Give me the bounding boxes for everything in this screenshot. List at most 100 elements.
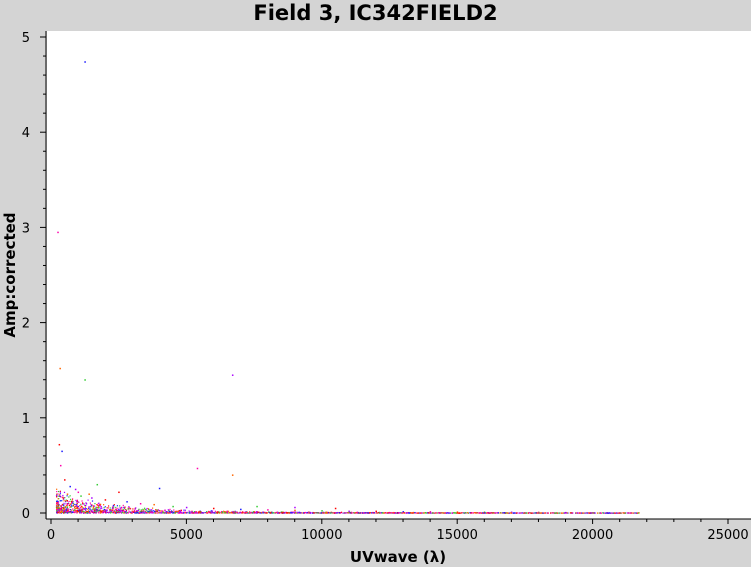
data-point bbox=[561, 512, 563, 514]
data-point bbox=[69, 495, 71, 497]
data-point bbox=[533, 512, 535, 514]
data-point bbox=[567, 512, 569, 514]
data-point bbox=[162, 511, 164, 513]
data-point bbox=[76, 502, 78, 504]
data-point bbox=[214, 510, 216, 512]
data-point bbox=[70, 510, 72, 513]
data-point bbox=[221, 511, 224, 514]
data-point bbox=[96, 483, 99, 486]
data-point bbox=[233, 512, 235, 514]
data-point bbox=[313, 512, 315, 514]
data-point bbox=[224, 512, 226, 514]
data-point bbox=[320, 512, 322, 514]
data-point bbox=[85, 502, 87, 504]
data-point bbox=[144, 512, 146, 514]
data-point bbox=[67, 508, 69, 510]
data-point bbox=[68, 504, 70, 507]
data-point bbox=[309, 512, 311, 514]
data-point bbox=[159, 511, 161, 514]
data-point bbox=[176, 510, 178, 512]
data-point bbox=[71, 511, 74, 514]
data-point bbox=[76, 500, 78, 502]
data-point bbox=[540, 512, 543, 514]
data-point bbox=[117, 507, 119, 509]
data-point bbox=[156, 512, 159, 514]
data-point bbox=[546, 512, 548, 514]
data-point bbox=[69, 503, 71, 505]
data-point bbox=[112, 507, 114, 509]
data-point bbox=[155, 510, 157, 512]
data-point bbox=[103, 504, 105, 506]
data-point bbox=[76, 511, 78, 513]
data-point bbox=[59, 495, 61, 498]
data-point bbox=[85, 502, 88, 505]
data-point bbox=[78, 511, 80, 513]
data-point bbox=[552, 512, 554, 514]
data-point bbox=[396, 512, 398, 514]
data-point bbox=[71, 502, 73, 504]
data-point bbox=[155, 509, 157, 511]
data-point bbox=[92, 511, 94, 514]
data-point bbox=[72, 504, 74, 506]
data-point bbox=[131, 512, 133, 514]
data-point bbox=[472, 512, 474, 514]
points-layer bbox=[55, 61, 640, 514]
data-point bbox=[114, 512, 116, 514]
data-point bbox=[73, 509, 75, 512]
data-point bbox=[193, 512, 195, 514]
data-point bbox=[300, 512, 302, 514]
data-point bbox=[120, 512, 123, 514]
data-point bbox=[120, 509, 123, 512]
data-point bbox=[118, 491, 120, 494]
data-point bbox=[226, 512, 228, 514]
data-point bbox=[96, 510, 98, 512]
data-point bbox=[542, 512, 544, 514]
data-point bbox=[86, 511, 89, 513]
data-point bbox=[65, 505, 68, 507]
data-point bbox=[89, 508, 91, 510]
data-point bbox=[209, 511, 211, 513]
data-point bbox=[134, 508, 137, 510]
data-point bbox=[616, 512, 618, 514]
data-point bbox=[124, 508, 126, 511]
data-point bbox=[232, 512, 234, 514]
data-point bbox=[84, 379, 86, 381]
y-tick-label: 5 bbox=[22, 31, 30, 46]
data-point bbox=[122, 508, 124, 510]
data-point bbox=[565, 512, 568, 514]
data-point bbox=[188, 510, 190, 512]
data-point bbox=[83, 508, 85, 510]
data-point bbox=[77, 505, 79, 508]
data-point bbox=[624, 512, 627, 514]
data-point bbox=[231, 511, 233, 513]
data-point bbox=[614, 512, 616, 514]
data-point bbox=[62, 496, 64, 498]
data-point bbox=[151, 509, 153, 511]
data-point bbox=[65, 508, 67, 510]
data-point bbox=[57, 502, 59, 504]
data-point bbox=[592, 512, 594, 514]
data-point bbox=[76, 506, 79, 508]
data-point bbox=[125, 510, 127, 512]
data-point bbox=[59, 511, 61, 513]
data-point bbox=[353, 512, 355, 514]
data-point bbox=[106, 511, 108, 514]
data-point bbox=[119, 511, 121, 513]
data-point bbox=[579, 512, 581, 514]
data-point bbox=[172, 512, 174, 514]
data-point bbox=[100, 511, 102, 514]
data-point bbox=[180, 509, 182, 512]
data-point bbox=[81, 500, 83, 502]
data-point bbox=[128, 506, 130, 508]
data-point bbox=[92, 506, 94, 508]
data-point bbox=[435, 512, 437, 514]
data-point bbox=[635, 512, 637, 514]
data-point bbox=[338, 512, 341, 514]
data-point bbox=[628, 512, 630, 514]
data-point bbox=[585, 512, 587, 514]
data-point bbox=[64, 511, 66, 513]
data-point bbox=[153, 503, 155, 506]
data-point bbox=[242, 511, 245, 513]
data-point bbox=[516, 512, 518, 514]
data-point bbox=[71, 498, 74, 500]
